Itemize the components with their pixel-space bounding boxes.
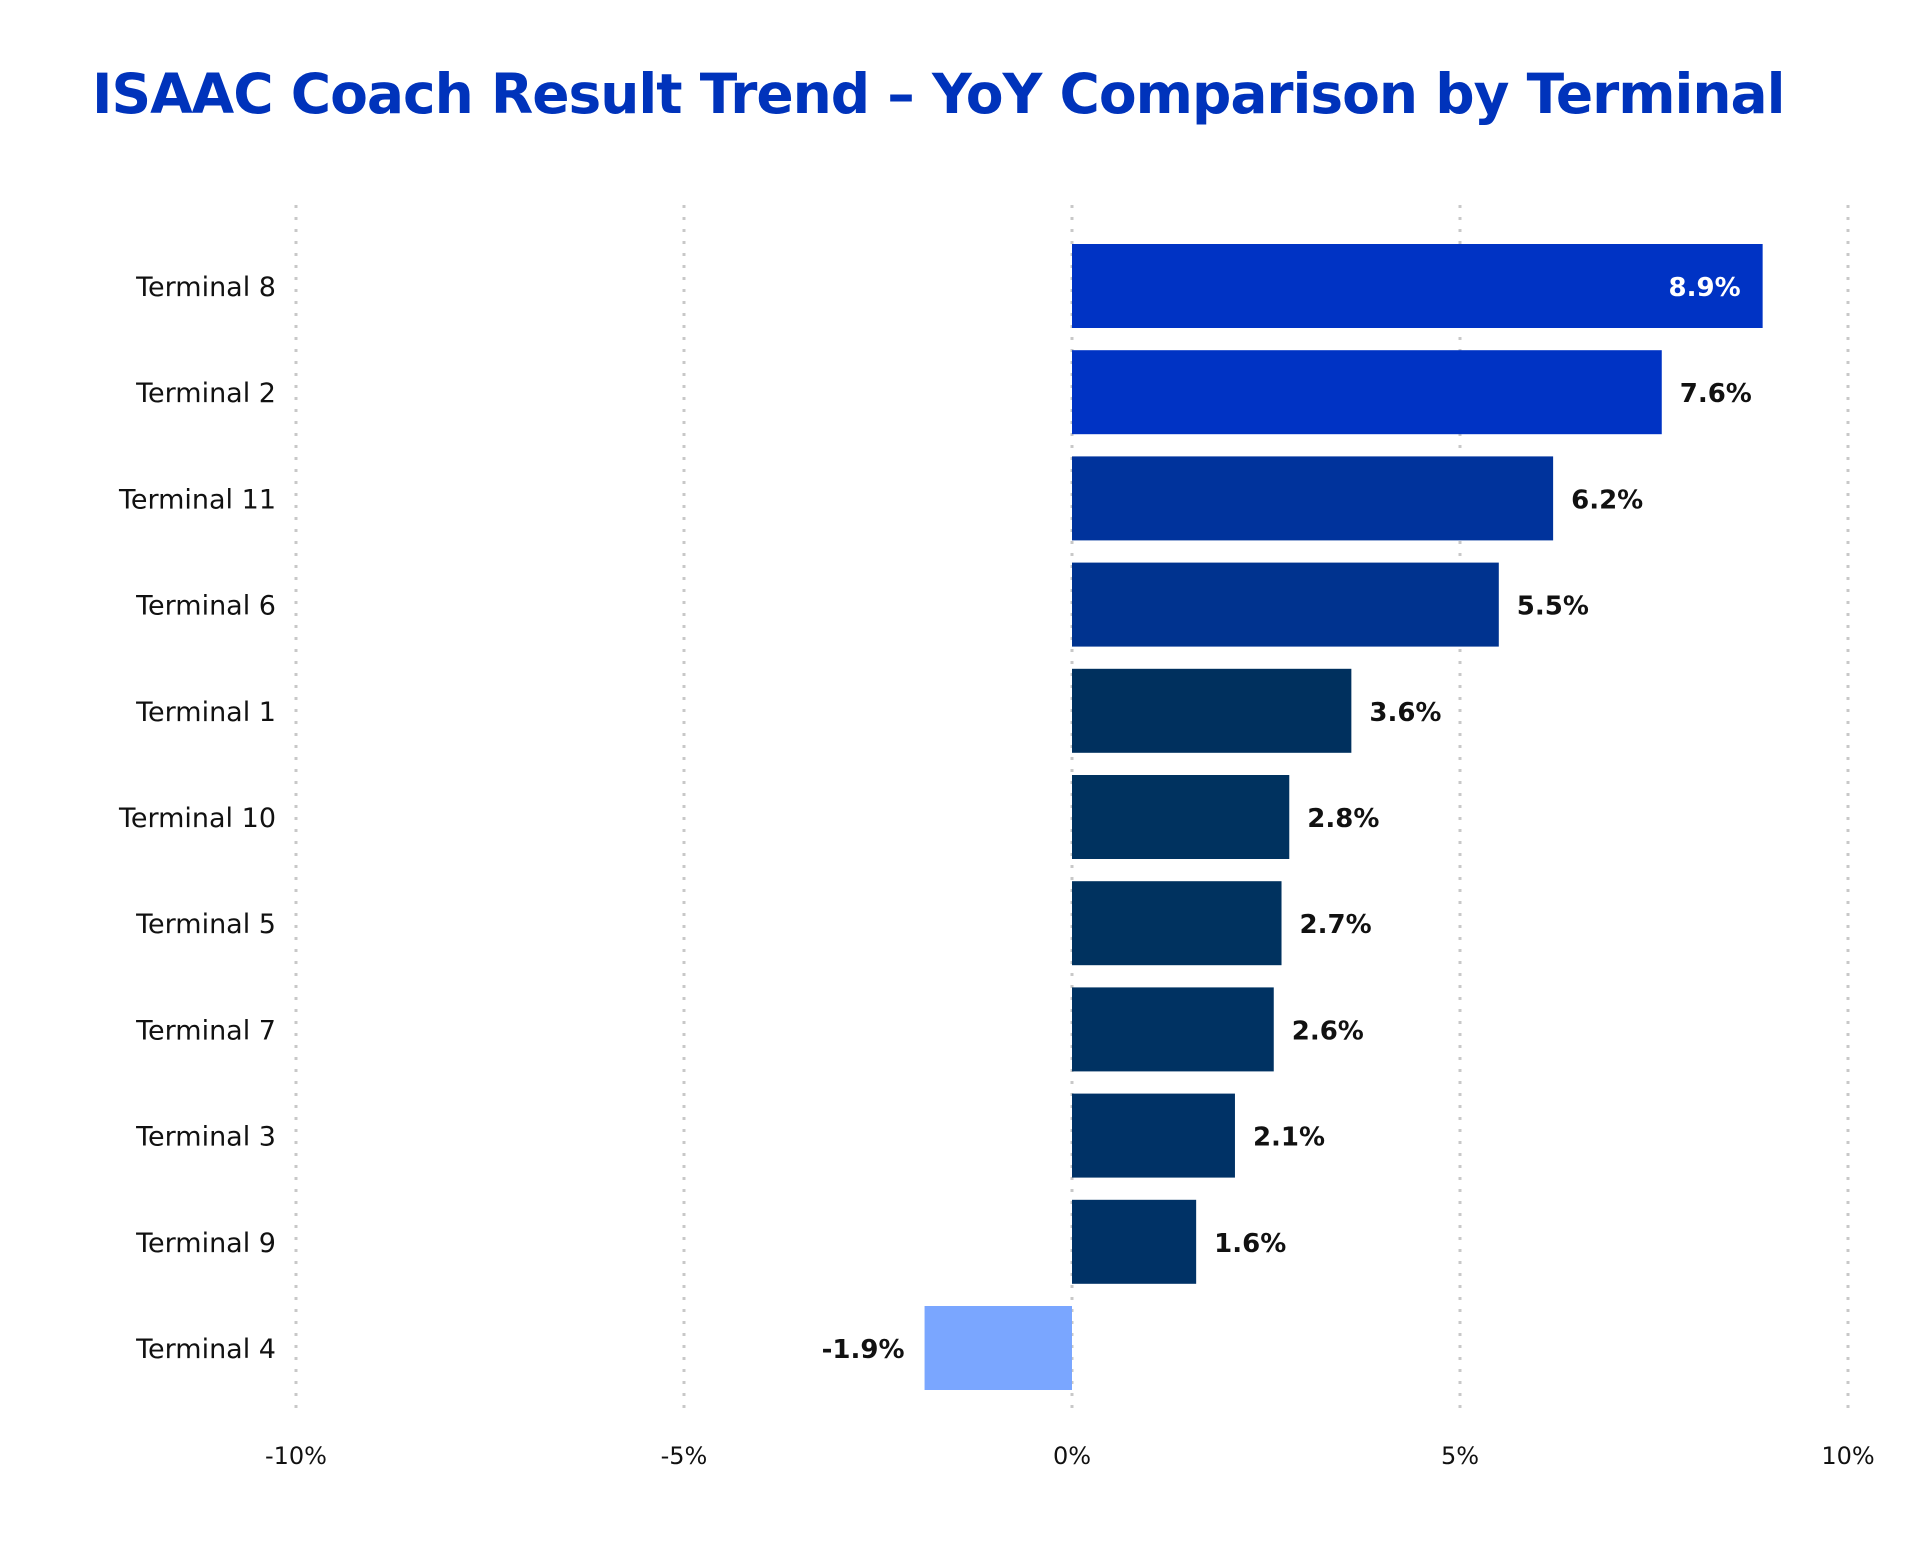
data-label: 2.8% [1307, 804, 1379, 834]
bar [1072, 1093, 1235, 1178]
bar [1072, 775, 1290, 859]
category-label: Terminal 2 [135, 378, 276, 409]
category-label: Terminal 6 [135, 591, 276, 622]
data-label: 7.6% [1680, 379, 1752, 409]
x-axis-ticks: -10% -5% 0% 5% 10% [265, 1442, 1875, 1470]
data-label: 1.6% [1214, 1229, 1286, 1259]
data-label: 2.1% [1253, 1123, 1325, 1153]
x-tick-label: 5% [1441, 1442, 1479, 1470]
x-tick-label: 10% [1821, 1442, 1874, 1470]
category-labels: Terminal 8 Terminal 2 Terminal 11 Terminal … [118, 272, 276, 1365]
category-label: Terminal 7 [135, 1015, 276, 1046]
data-label: -1.9% [822, 1335, 905, 1365]
data-label: 6.2% [1571, 485, 1643, 515]
bar [1072, 881, 1282, 966]
bars [924, 244, 1763, 1390]
data-label: 3.6% [1369, 698, 1441, 728]
data-label: 5.5% [1517, 592, 1589, 622]
x-tick-label: 0% [1053, 1442, 1091, 1470]
bar [1072, 350, 1662, 435]
bar [1072, 668, 1352, 753]
data-label: 2.7% [1300, 910, 1372, 940]
category-label: Terminal 5 [135, 909, 276, 940]
bar [1072, 244, 1763, 328]
category-label: Terminal 4 [135, 1334, 276, 1365]
bar [1072, 1199, 1197, 1284]
category-label: Terminal 9 [135, 1228, 276, 1259]
bar [1072, 987, 1274, 1072]
data-label: 2.6% [1292, 1016, 1364, 1046]
category-label: Terminal 1 [135, 697, 276, 728]
data-label: 8.9% [1669, 273, 1741, 303]
data-labels: 8.9% 7.6% 6.2% 5.5% 3.6% 2.8% 2.7% 2.6% 2.1% 1.6%… [822, 273, 1752, 1365]
category-label: Terminal 8 [135, 272, 276, 303]
chart-title: ISAAC Coach Result Trend – YoY Compariso… [92, 62, 1786, 126]
x-tick-label: -5% [661, 1442, 708, 1470]
x-tick-label: -10% [265, 1442, 327, 1470]
category-label: Terminal 3 [135, 1122, 276, 1153]
category-label: Terminal 11 [118, 484, 276, 515]
bar [1072, 562, 1499, 647]
bar [1072, 456, 1554, 541]
category-label: Terminal 10 [118, 803, 276, 834]
bar [924, 1306, 1072, 1390]
